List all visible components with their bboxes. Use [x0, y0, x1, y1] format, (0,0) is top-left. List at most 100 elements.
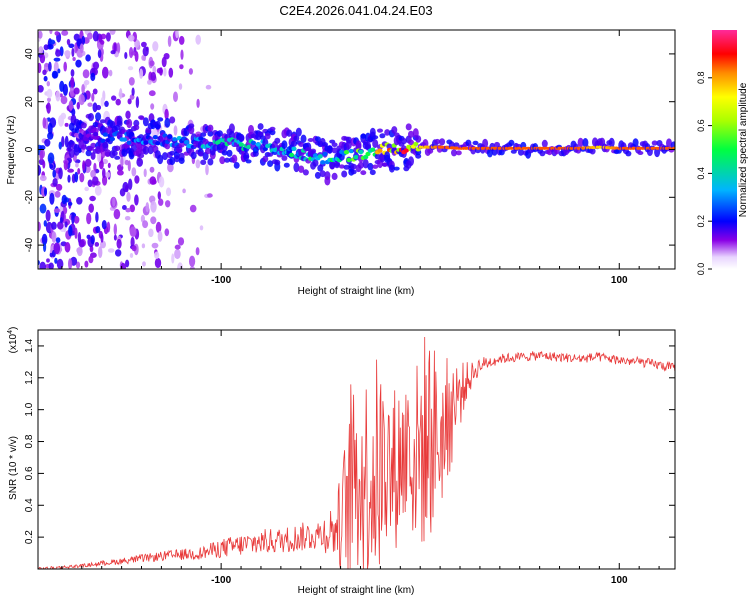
colorbar-ticks: 0.0 0.2 0.4 0.6 0.8: [696, 72, 712, 275]
heatmap-noise-cell: [75, 59, 82, 68]
heatmap-halo-cell: [200, 132, 207, 137]
heatmap-noise-cell: [71, 47, 75, 58]
heatmap-halo-cell: [126, 118, 133, 129]
heatmap-noise-cell: [53, 242, 61, 255]
heatmap-ridge-cell: [322, 151, 328, 157]
heatmap-noise-cell: [51, 70, 58, 79]
heatmap-noise-cell: [59, 217, 63, 224]
colorbar-label: Normalized spectral amplitude: [738, 82, 749, 217]
heatmap-noise-cell: [130, 236, 135, 248]
heatmap-noise-cell: [98, 246, 103, 259]
heatmap-noise-cell: [171, 253, 175, 264]
heatmap-halo-cell: [257, 123, 264, 130]
heatmap-noise-cell: [68, 201, 73, 206]
heatmap-halo-cell: [377, 128, 383, 133]
heatmap-noise-cell: [85, 54, 91, 62]
heatmap-noise-cell: [142, 220, 149, 229]
heatmap-noise-cell: [182, 188, 186, 194]
y-tick-label: 20: [24, 96, 35, 108]
heatmap-noise-cell: [42, 69, 47, 76]
heatmap-halo-cell: [541, 139, 548, 148]
heatmap-halo-cell: [142, 146, 149, 155]
heatmap-noise-cell: [67, 168, 74, 173]
heatmap-noise-cell: [143, 168, 147, 178]
colorbar-tick-label: 0.2: [696, 215, 706, 228]
heatmap-halo-cell: [264, 133, 271, 140]
heatmap-ridge-cell: [183, 140, 190, 145]
heatmap-noise-cell: [158, 176, 165, 188]
heatmap-halo-cell: [212, 144, 219, 152]
heatmap-noise-cell: [93, 162, 97, 172]
heatmap-noise-cell: [92, 30, 99, 42]
heatmap-noise-cell: [98, 34, 103, 43]
heatmap-halo-cell: [281, 155, 288, 161]
heatmap-noise-cell: [73, 87, 80, 95]
heatmap-halo-cell: [274, 137, 281, 144]
heatmap-halo-cell: [121, 148, 128, 157]
heatmap-noise-cell: [148, 228, 154, 238]
heatmap-halo-cell: [190, 151, 197, 160]
heatmap-noise-cell: [61, 30, 69, 36]
heatmap-noise-cell: [199, 225, 204, 231]
heatmap-halo-cell: [434, 138, 441, 145]
heatmap-halo-cell: [367, 162, 374, 171]
x-tick-label: 100: [611, 575, 628, 586]
heatmap-noise-cell: [189, 204, 197, 213]
heatmap-noise-cell: [55, 49, 61, 57]
heatmap-noise-cell: [46, 81, 50, 87]
heatmap-noise-cell: [108, 69, 113, 77]
heatmap-ridge-cell: [246, 144, 252, 150]
heatmap-noise-cell: [82, 160, 86, 171]
heatmap-noise-cell: [141, 243, 146, 249]
heatmap-noise-cell: [145, 202, 150, 213]
heatmap-halo-cell: [169, 150, 176, 156]
heatmap-halo-cell: [329, 160, 336, 170]
heatmap-halo-cell: [142, 117, 149, 127]
heatmap-halo-cell: [145, 129, 152, 134]
heatmap-noise-cell: [102, 168, 106, 179]
heatmap-noise-cell: [124, 159, 129, 166]
heatmap-noise-cell: [92, 176, 99, 186]
heatmap-noise-cell: [39, 203, 47, 214]
heatmap-noise-cell: [90, 152, 96, 160]
heatmap-ridge-cell: [358, 149, 364, 155]
heatmap-noise-cell: [76, 197, 83, 205]
heatmap-noise-cell: [38, 30, 43, 39]
heatmap-noise-cell: [189, 266, 195, 269]
heatmap-halo-cell: [381, 162, 388, 167]
heatmap-noise-cell: [205, 84, 212, 90]
heatmap-noise-cell: [155, 221, 162, 233]
heatmap-noise-cell: [38, 46, 44, 54]
y-tick-label: 1.4: [24, 339, 35, 353]
heatmap-noise-cell: [157, 191, 161, 200]
heatmap-halo-cell: [322, 142, 328, 147]
heatmap-noise-cell: [38, 62, 42, 74]
heatmap-noise-cell: [111, 95, 117, 101]
heatmap-halo-cell: [408, 139, 414, 146]
heatmap-halo-cell: [350, 169, 357, 175]
heatmap-noise-cell: [39, 145, 46, 151]
heatmap-noise-cell: [59, 93, 63, 98]
heatmap-noise-cell: [157, 230, 163, 242]
heatmap-noise-cell: [167, 35, 172, 47]
heatmap-ridge-cell: [348, 148, 354, 154]
heatmap-noise-cell: [88, 203, 94, 213]
heatmap-halo-cell: [197, 151, 204, 157]
snr-scale-label: (x104): [7, 327, 19, 354]
heatmap-noise-cell: [43, 220, 47, 227]
heatmap-halo-cell: [238, 133, 245, 143]
heatmap-noise-cell: [91, 92, 95, 102]
x-tick-label: 100: [611, 275, 628, 286]
heatmap-noise-cell: [92, 88, 98, 95]
heatmap-halo-cell: [157, 117, 164, 122]
heatmap-noise-cell: [178, 35, 185, 45]
heatmap-noise-cell: [49, 252, 54, 258]
heatmap-halo-cell: [331, 142, 338, 147]
heatmap-noise-cell: [131, 87, 135, 96]
heatmap-noise-cell: [95, 104, 102, 111]
heatmap-noise-cell: [43, 44, 49, 51]
heatmap-halo-cell: [439, 138, 446, 146]
heatmap-ridge-cell: [320, 160, 326, 165]
heatmap-halo-cell: [343, 164, 350, 170]
heatmap-noise-cell: [53, 208, 61, 214]
